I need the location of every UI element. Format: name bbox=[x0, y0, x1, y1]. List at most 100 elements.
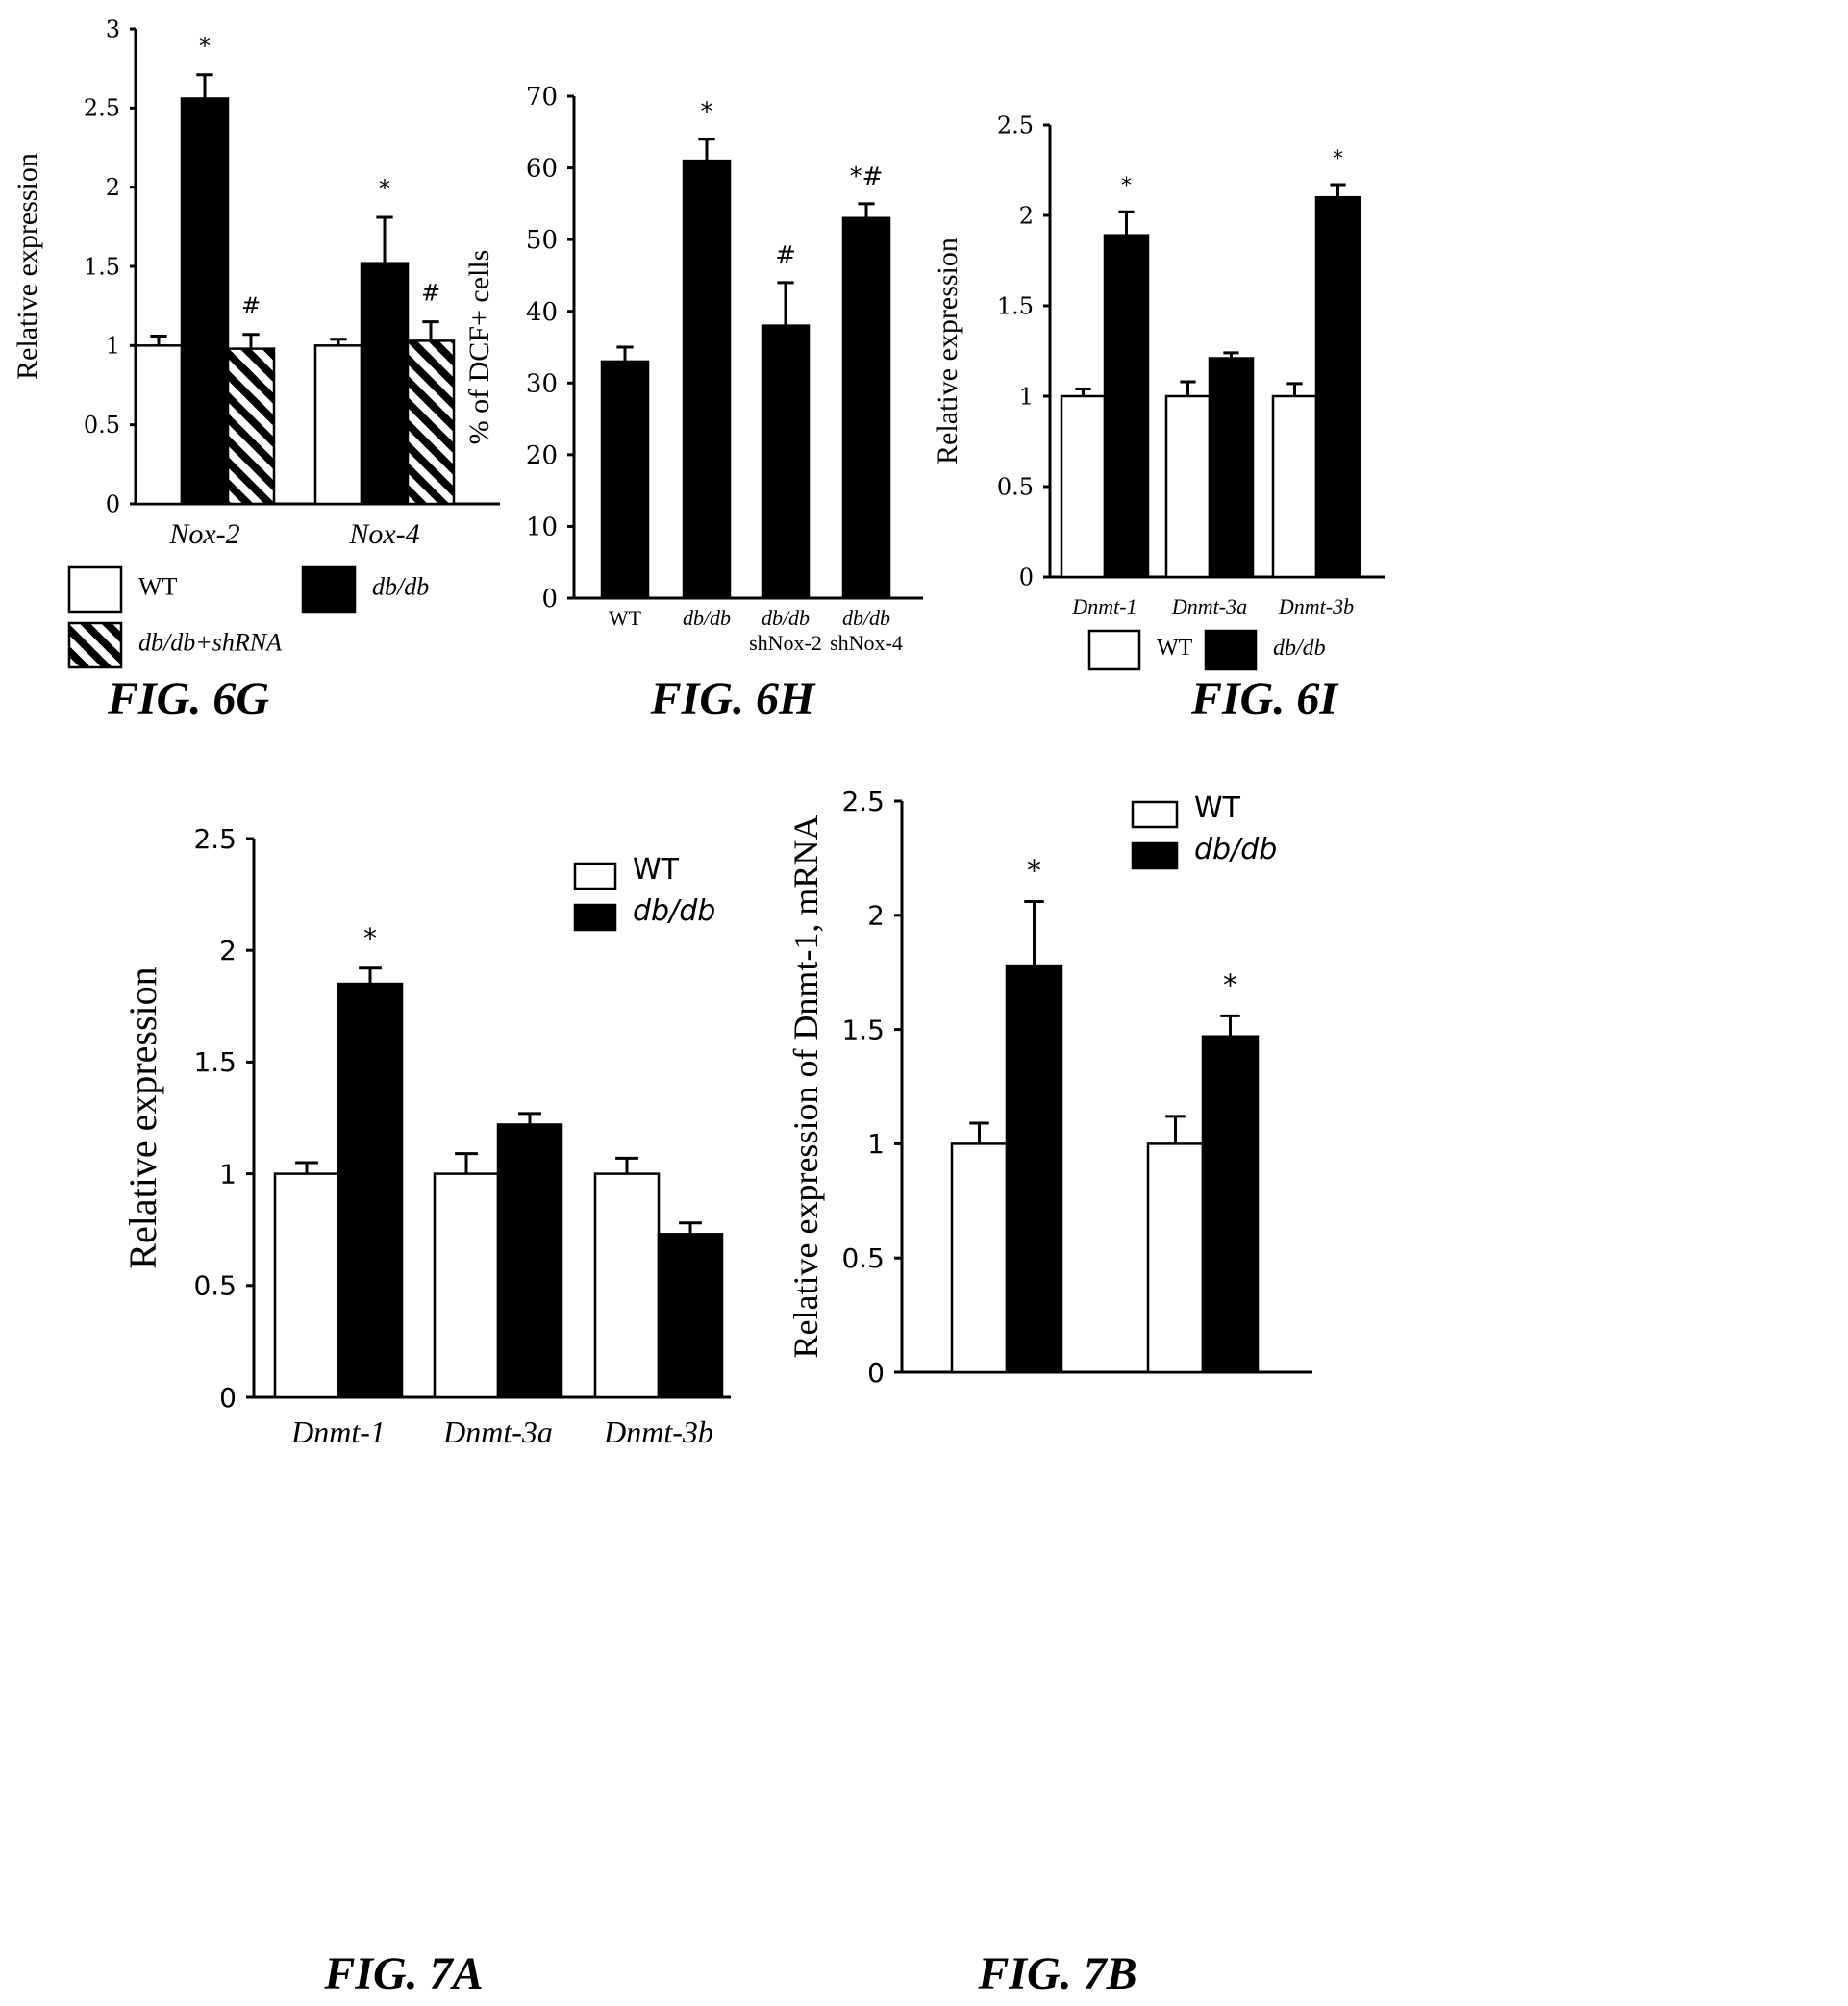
y-tick-label: 0.5 bbox=[193, 1270, 237, 1302]
bar bbox=[496, 1123, 563, 1399]
bar bbox=[1103, 234, 1150, 579]
figure-caption: FIG. 6I bbox=[1190, 673, 1339, 724]
legend-label: db/db bbox=[372, 573, 429, 601]
y-tick-label: 1.5 bbox=[84, 253, 120, 280]
y-tick-label: 70 bbox=[526, 83, 558, 112]
legend-swatch bbox=[1131, 841, 1179, 870]
y-axis-label: % of DCF+ cells bbox=[463, 250, 495, 445]
legend-swatch bbox=[573, 903, 617, 932]
y-tick-label: 2 bbox=[1019, 202, 1034, 229]
legend-swatch bbox=[1131, 800, 1179, 829]
y-tick-label: 2.5 bbox=[193, 823, 237, 855]
fig-6h-chart: 0 10 20 30 40 50 60 70 % of DCF+ cells WT * db/db # d… bbox=[463, 83, 923, 724]
legend-swatch bbox=[67, 565, 123, 614]
bar bbox=[600, 360, 650, 600]
bar bbox=[273, 1172, 340, 1399]
bar bbox=[134, 344, 184, 506]
x-category-label: db/db bbox=[762, 606, 810, 630]
bar bbox=[313, 344, 363, 506]
y-tick-label: 0.5 bbox=[997, 473, 1034, 500]
significance-mark: * bbox=[1333, 147, 1343, 171]
bar bbox=[1060, 394, 1107, 579]
y-axis-label: Relative expression bbox=[932, 238, 963, 464]
y-tick-label: 0.5 bbox=[841, 1242, 885, 1274]
bar bbox=[1146, 1142, 1205, 1374]
y-tick-label: 2.5 bbox=[84, 95, 120, 122]
legend-swatch bbox=[573, 862, 617, 890]
significance-mark: * bbox=[701, 98, 713, 127]
x-category-label: db/db bbox=[683, 606, 731, 630]
fig-7b-chart: 0 0.5 1 1.5 2 2.5 Relative expression of Dnmt-… bbox=[787, 786, 1312, 1999]
legend-label: WT bbox=[138, 573, 178, 601]
fig-6i-chart: 0 0.5 1 1.5 2 2.5 Relative expression * Dnmt-1 Dn… bbox=[932, 112, 1385, 724]
bar bbox=[360, 262, 410, 506]
figure-caption: FIG. 7B bbox=[977, 1948, 1136, 1999]
bar bbox=[433, 1172, 500, 1399]
y-tick-label: 2.5 bbox=[997, 112, 1034, 138]
x-category-label: Dnmt-1 bbox=[290, 1415, 386, 1449]
y-tick-label: 1 bbox=[219, 1158, 237, 1190]
x-category-label: Nox-2 bbox=[168, 518, 239, 550]
legend-swatch bbox=[301, 565, 357, 614]
y-tick-label: 1.5 bbox=[193, 1046, 237, 1078]
figure-caption: FIG. 6H bbox=[650, 673, 816, 724]
bar bbox=[682, 159, 732, 600]
legend-swatch bbox=[1087, 629, 1141, 671]
y-tick-label: 60 bbox=[526, 155, 558, 184]
significance-mark: * bbox=[199, 33, 211, 60]
x-category-label: Nox-4 bbox=[348, 518, 419, 550]
y-tick-label: 0 bbox=[867, 1357, 885, 1389]
bar bbox=[657, 1233, 724, 1399]
y-tick-label: 0 bbox=[1019, 564, 1034, 590]
x-category-label: Dnmt-3a bbox=[442, 1415, 553, 1449]
y-axis-label: Relative expression bbox=[12, 153, 43, 380]
bar bbox=[180, 97, 230, 506]
y-tick-label: 1 bbox=[867, 1128, 885, 1160]
bar bbox=[841, 216, 891, 600]
bar bbox=[950, 1142, 1009, 1374]
bar bbox=[226, 347, 276, 506]
legend-label: db/db bbox=[633, 894, 715, 928]
significance-mark: * bbox=[1121, 174, 1132, 198]
significance-mark: * bbox=[1223, 968, 1237, 1002]
y-tick-label: 0 bbox=[106, 490, 120, 517]
bar bbox=[761, 324, 811, 600]
legend-label: WT bbox=[1157, 636, 1193, 661]
y-tick-label: 1 bbox=[1019, 383, 1034, 410]
y-tick-label: 1.5 bbox=[997, 292, 1034, 319]
bar bbox=[593, 1172, 661, 1399]
y-axis-label: Relative expression of Dnmt-1, mRNA bbox=[787, 815, 825, 1359]
significance-mark: * bbox=[363, 922, 377, 954]
y-tick-label: 10 bbox=[526, 514, 558, 542]
significance-mark: # bbox=[241, 292, 261, 319]
y-tick-label: 0.5 bbox=[84, 412, 120, 439]
x-category-label: shNox-2 bbox=[749, 631, 822, 655]
y-tick-label: 30 bbox=[526, 369, 558, 398]
legend-label: db/db bbox=[1194, 833, 1277, 866]
figure-caption: FIG. 6G bbox=[107, 673, 269, 724]
bar bbox=[1271, 394, 1318, 579]
y-tick-label: 3 bbox=[106, 15, 120, 42]
x-category-label: Dnmt-1 bbox=[1071, 594, 1136, 618]
bar bbox=[1201, 1035, 1260, 1374]
y-tick-label: 2 bbox=[219, 935, 237, 966]
significance-mark: # bbox=[421, 280, 440, 307]
x-category-label: Dnmt-3b bbox=[603, 1415, 713, 1449]
y-tick-label: 1.5 bbox=[841, 1014, 885, 1045]
fig-6g-chart: 0 0.5 1 1.5 2 2.5 3 Relative expression * # Nox-2 *… bbox=[12, 15, 500, 724]
fig-7a-chart: 0 0.5 1 1.5 2 2.5 Relative expression * Dnmt-1 Dn… bbox=[121, 823, 731, 1999]
bar bbox=[1208, 357, 1255, 579]
x-category-label: Dnmt-3b bbox=[1278, 594, 1354, 618]
y-tick-label: 0 bbox=[219, 1382, 237, 1414]
y-tick-label: 2.5 bbox=[841, 786, 885, 817]
bar bbox=[1005, 964, 1063, 1374]
y-tick-label: 50 bbox=[526, 226, 558, 255]
significance-mark: * bbox=[1027, 855, 1041, 889]
x-category-label: WT bbox=[609, 606, 642, 630]
legend-swatch bbox=[67, 621, 123, 669]
y-axis-label: Relative expression bbox=[121, 966, 164, 1268]
y-tick-label: 20 bbox=[526, 441, 558, 470]
bar bbox=[406, 339, 456, 506]
bar bbox=[1314, 195, 1361, 579]
